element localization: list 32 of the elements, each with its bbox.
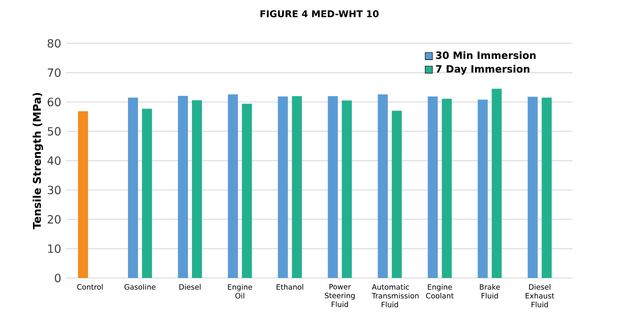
bar (192, 100, 202, 278)
y-tick-label: 40 (47, 156, 61, 165)
legend-label: 30 Min Immersion (436, 51, 536, 60)
y-tick-label: 80 (48, 39, 61, 48)
bar (78, 111, 88, 278)
bar (428, 96, 438, 278)
y-tick-label: 20 (48, 215, 61, 224)
y-tick-label: 50 (48, 127, 61, 136)
bar (378, 94, 388, 278)
y-tick-label: 70 (48, 68, 61, 77)
bar (242, 104, 252, 278)
legend-label: 7 Day Immersion (436, 64, 530, 75)
y-tick-label: 10 (48, 244, 61, 253)
bar (178, 96, 188, 278)
bar (542, 98, 552, 278)
bar (528, 96, 538, 278)
bar (292, 96, 302, 278)
y-axis-title: Tensile Strength (MPa) (32, 92, 44, 230)
y-tick-label: 0 (54, 274, 61, 282)
bar (142, 108, 152, 278)
y-tick-label: 60 (48, 98, 61, 106)
bar (278, 96, 288, 278)
bar (342, 100, 352, 278)
bar (442, 98, 452, 278)
bar (478, 100, 488, 278)
bar (328, 96, 338, 278)
chart-title: FIGURE 4 MED-WHT 10 (260, 10, 379, 18)
bar (392, 110, 402, 278)
bar (228, 94, 238, 278)
bar (492, 88, 502, 278)
bar (128, 98, 138, 278)
y-tick-label: 30 (48, 186, 61, 194)
